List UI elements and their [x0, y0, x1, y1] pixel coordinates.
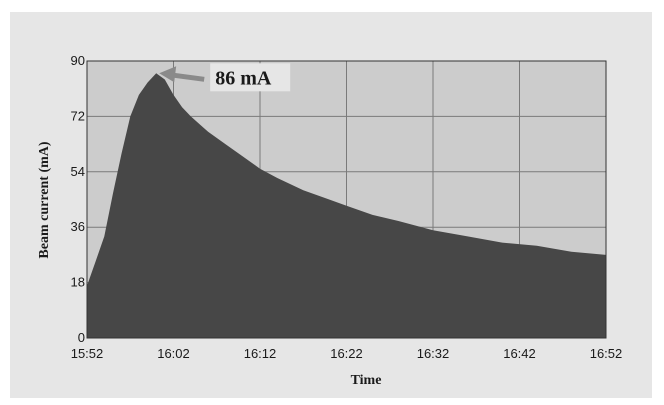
- annotation-label-box: [210, 63, 291, 92]
- y-tick-label: 90: [71, 53, 85, 68]
- x-tick-label: 15:52: [71, 346, 104, 361]
- x-tick-label: 16:12: [244, 346, 277, 361]
- annotation-arrow-line: [173, 72, 205, 82]
- annotation-label: 86 mA: [215, 67, 272, 89]
- y-tick-label: 0: [78, 330, 85, 345]
- x-tick-label: 16:02: [157, 346, 190, 361]
- x-tick-labels: 15:52 16:02 16:12 16:22 16:32 16:42 16:52: [71, 346, 623, 361]
- x-tick-label: 16:52: [590, 346, 623, 361]
- annotation: 86 mA: [159, 63, 291, 92]
- y-tick-label: 36: [71, 219, 85, 234]
- annotation-arrow-head: [159, 66, 177, 83]
- y-tick-label: 54: [71, 164, 85, 179]
- x-axis-title: Time: [351, 373, 382, 388]
- x-tick-label: 16:22: [330, 346, 363, 361]
- series-area: [87, 73, 606, 339]
- y-axis-title: Beam current (mA): [37, 141, 52, 258]
- x-tick-label: 16:42: [503, 346, 536, 361]
- plot-border: [86, 60, 607, 339]
- x-tick-label: 16:32: [417, 346, 450, 361]
- y-tick-labels: 0 18 36 54 72 90: [71, 53, 85, 345]
- y-tick-label: 72: [71, 108, 85, 123]
- y-tick-label: 18: [71, 275, 85, 290]
